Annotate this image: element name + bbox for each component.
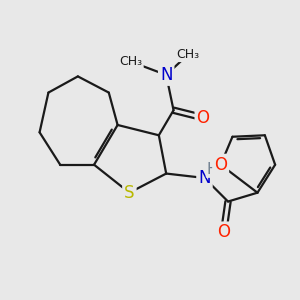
Text: H: H <box>207 162 218 177</box>
Text: S: S <box>124 184 135 202</box>
Text: CH₃: CH₃ <box>119 55 142 68</box>
Text: N: N <box>160 66 172 84</box>
Text: N: N <box>198 169 211 187</box>
Text: O: O <box>196 109 209 127</box>
Text: O: O <box>217 224 230 242</box>
Text: CH₃: CH₃ <box>177 48 200 61</box>
Text: O: O <box>214 156 227 174</box>
